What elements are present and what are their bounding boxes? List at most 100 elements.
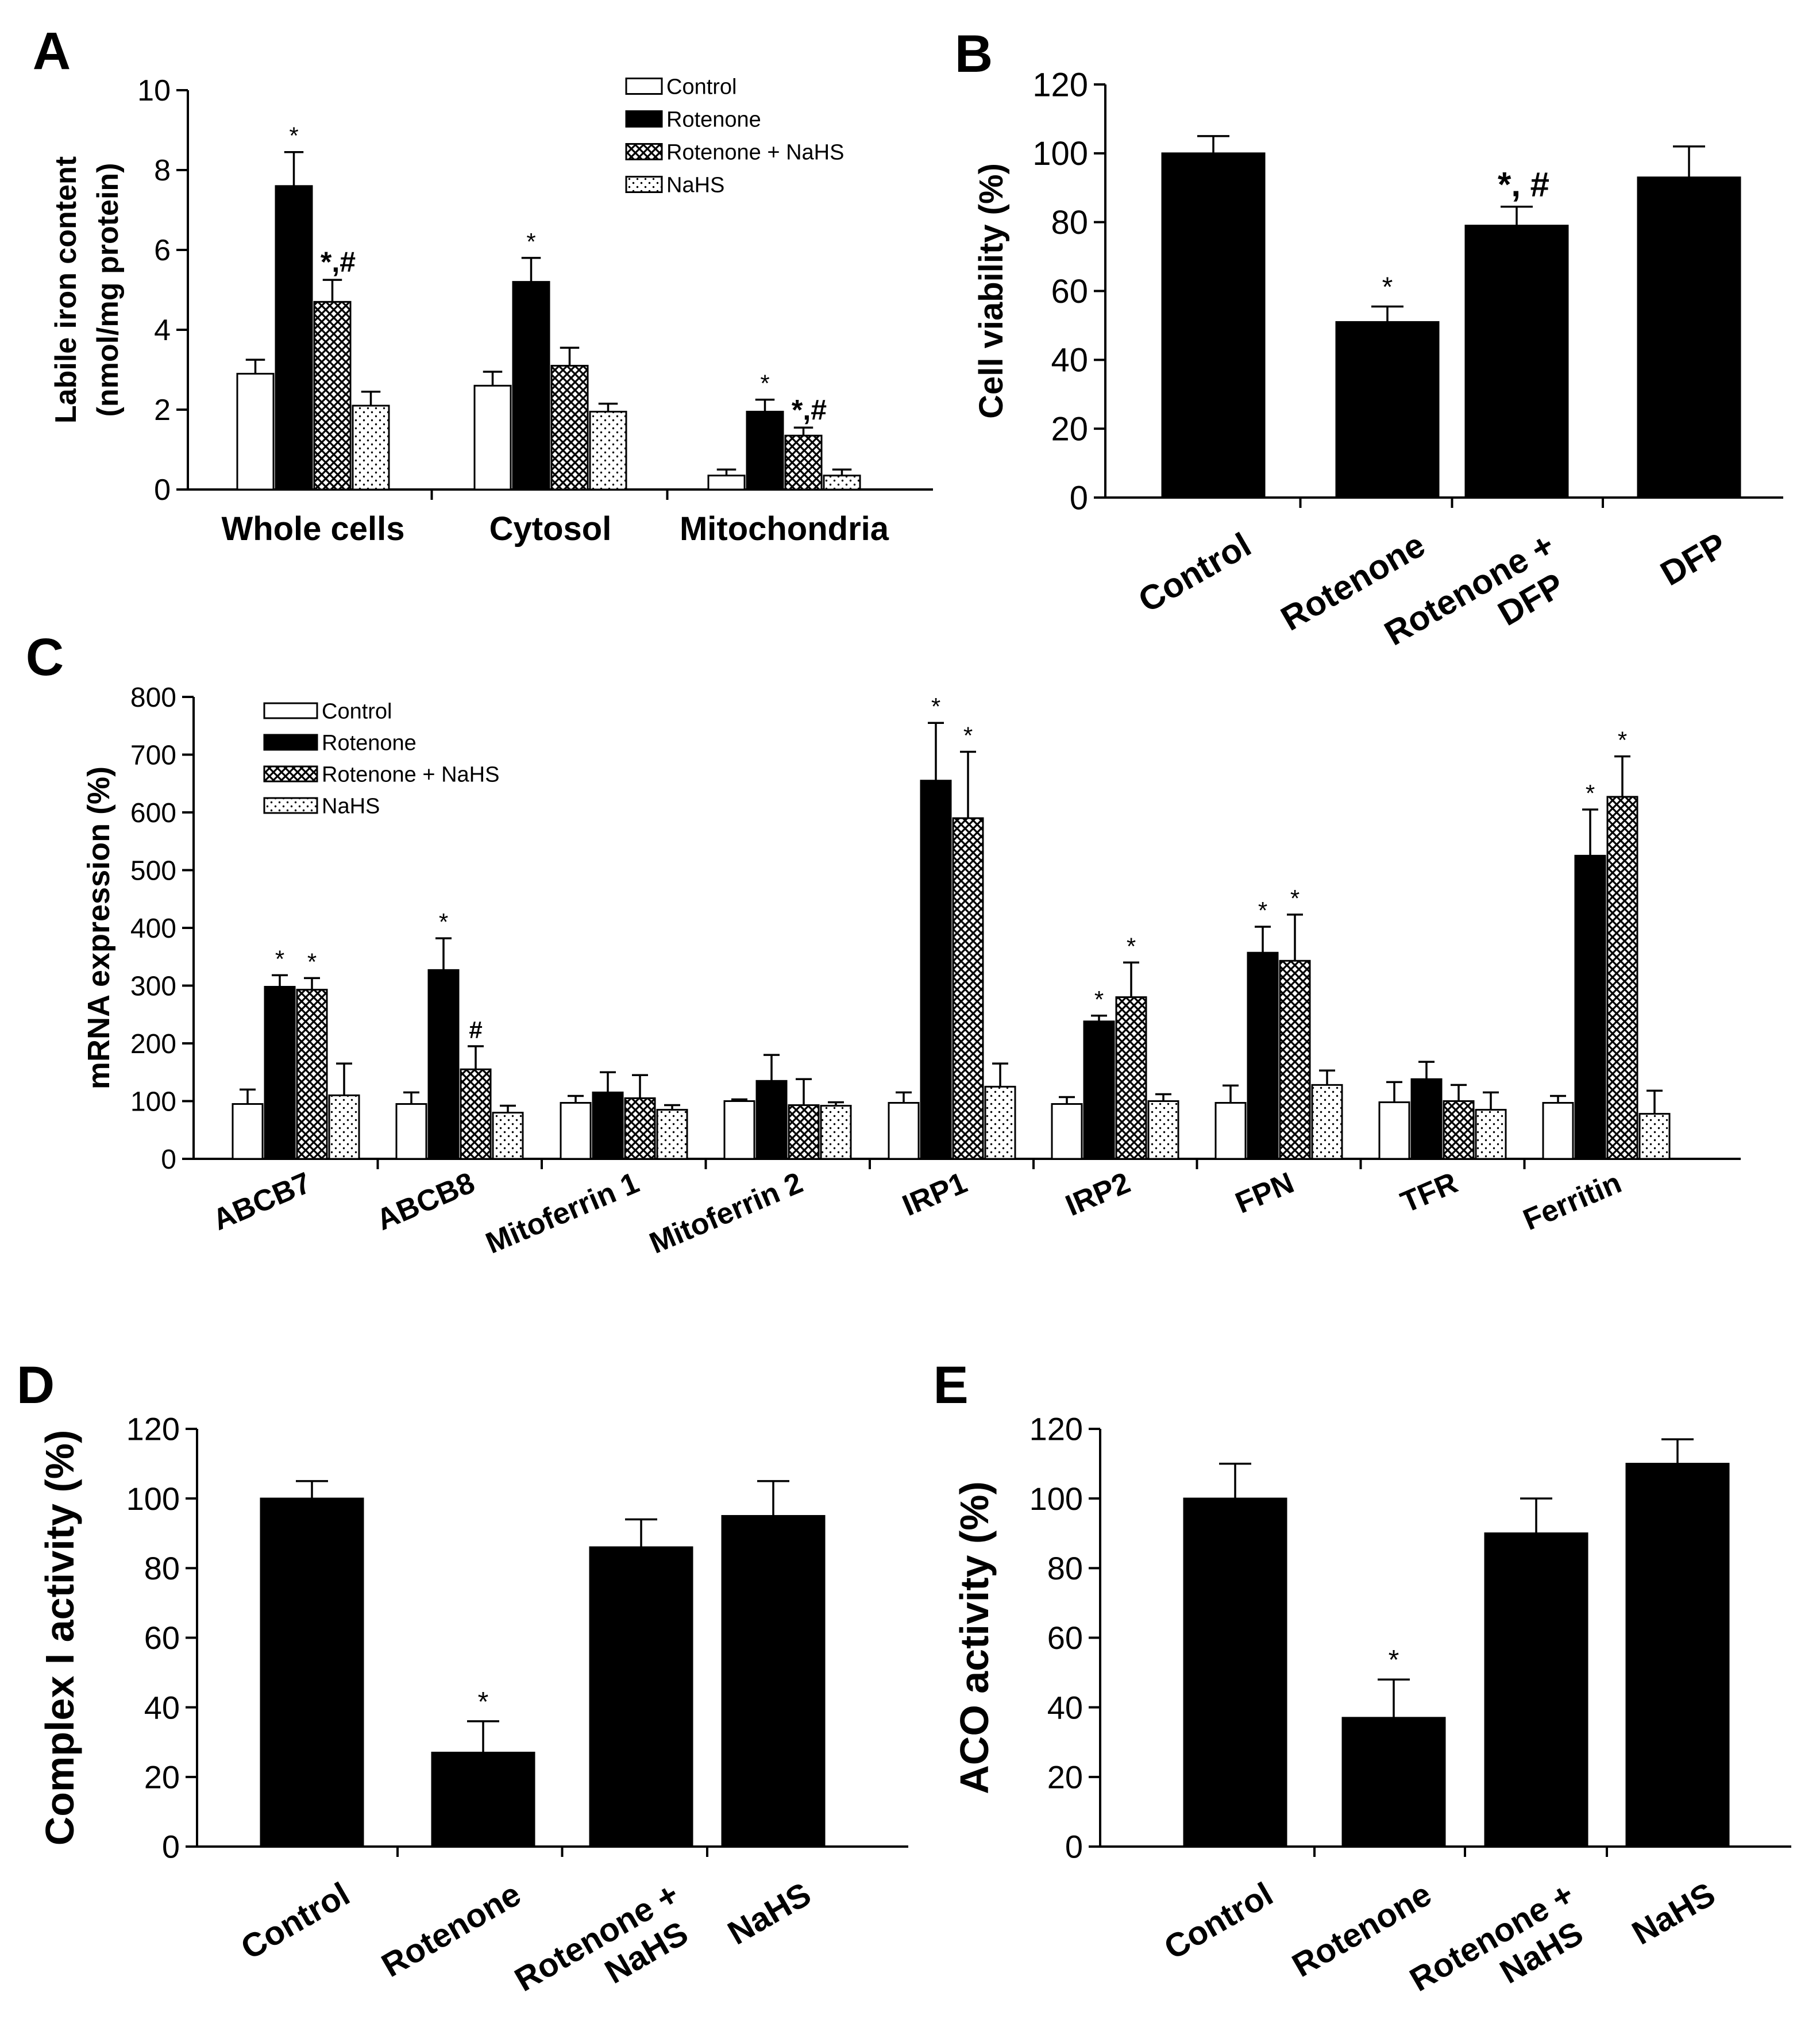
panel-A-legend-label: Rotenone + NaHS — [666, 140, 844, 164]
panel-C-x-tick-label: TFR — [1396, 1166, 1463, 1220]
panel-A-bar — [589, 410, 627, 491]
panel-E-x-tick-label: Rotenone +NaHS — [1403, 1875, 1599, 2031]
panel-C-bar — [1279, 959, 1311, 1160]
panel-C-legend-label: Control — [322, 699, 392, 723]
panel-C-bar — [1115, 996, 1147, 1160]
panel-C-bar — [1606, 796, 1638, 1160]
panel-A-bar — [275, 185, 313, 491]
panel-D-x-tick-label: Rotenone — [375, 1875, 527, 1984]
panel-C-x-tick-label: Ferritin — [1518, 1166, 1626, 1237]
panel-B-label: B — [955, 25, 993, 83]
panel-B-x-tick-label: DFP — [1654, 525, 1733, 593]
panel-C-bar — [1147, 1100, 1179, 1160]
panel-C-annotation: * — [1127, 932, 1136, 959]
panel-A-bar — [784, 434, 823, 491]
panel-C-y-tick-label: 200 — [130, 1029, 176, 1059]
panel-C-y-tick-label: 700 — [130, 740, 176, 770]
panel-B-bar — [1335, 321, 1440, 499]
panel-C-y-tick-label: 800 — [130, 683, 176, 713]
panel-A-legend-label: NaHS — [666, 173, 724, 197]
panel-C-annotation: * — [1290, 885, 1300, 912]
panel-E-y-tick-label: 120 — [1029, 1411, 1083, 1447]
panel-C-x-tick-label: FPN — [1231, 1166, 1298, 1220]
panel-A-bar — [473, 384, 512, 491]
panel-c-chart: C 0 100 200 300 400 500 600 700 800 * * * * * * * # * * * * AB… — [26, 628, 1741, 1261]
panel-C-annotation: * — [931, 693, 940, 720]
panel-C-bar — [296, 989, 328, 1160]
panel-C-legend-label: Rotenone — [322, 731, 417, 755]
panel-C-annotation: * — [1586, 780, 1595, 807]
panel-A-y-tick-label: 10 — [137, 74, 171, 107]
panel-C-legend-swatch — [263, 702, 318, 719]
panel-E-x-tick-label: Control — [1158, 1875, 1279, 1967]
panel-e-chart: E020406080100120Control*RotenoneRotenone… — [933, 1356, 1791, 2031]
panel-D-label: D — [17, 1356, 55, 1415]
panel-D-y-tick-label: 20 — [144, 1759, 180, 1795]
panel-D-y-tick-label: 60 — [144, 1620, 180, 1656]
panel-D-x-tick-label: Rotenone +NaHS — [508, 1875, 704, 2031]
panel-C-legend-swatch — [263, 734, 318, 751]
panel-C-x-tick-label: ABCB8 — [372, 1166, 480, 1237]
panel-A-annotation: * — [289, 122, 298, 149]
panel-C-bar — [1410, 1078, 1443, 1160]
panel-C-x-tick-label: ABCB7 — [208, 1166, 316, 1237]
panel-A-legend-swatch — [625, 110, 663, 128]
panel-C-bar — [560, 1102, 592, 1160]
panel-D-y-tick-label: 0 — [162, 1829, 180, 1865]
panel-C-bar — [1542, 1102, 1574, 1160]
panel-A-y-tick-label: 8 — [154, 154, 171, 187]
panel-C-annotation: * — [1258, 897, 1267, 924]
panel-D-annotation: * — [478, 1687, 489, 1717]
panel-C-bar — [1051, 1103, 1083, 1160]
panel-A-annotation: *,# — [792, 394, 827, 426]
panel-C-bar — [984, 1085, 1016, 1160]
panel-E-bar — [1625, 1463, 1730, 1848]
panel-A-label: A — [33, 22, 71, 80]
panel-C-legend-swatch — [263, 765, 318, 783]
panel-C-bar — [820, 1105, 852, 1160]
panel-A-y-axis-label: Labile iron content — [49, 156, 83, 423]
panel-C-annotation: * — [963, 722, 973, 749]
panel-E-y-tick-label: 80 — [1047, 1550, 1083, 1586]
panel-E-annotation: * — [1389, 1645, 1399, 1675]
panel-C-bar — [1378, 1101, 1410, 1160]
panel-d-chart: D 0 20 40 60 80 100 120 Control * RotenoneRotenone… — [17, 1356, 908, 2031]
panel-C-x-tick-label: IRP2 — [1061, 1166, 1135, 1223]
panel-B-x-tick-label-line: Control — [1132, 525, 1257, 620]
panel-E-bar — [1183, 1497, 1287, 1848]
panel-A-annotation: *,# — [321, 246, 356, 278]
panel-C-bar — [592, 1091, 624, 1160]
panel-E-y-axis-label: ACO activity (%) — [952, 1481, 997, 1794]
panel-C-annotation: * — [1618, 727, 1627, 754]
panel-C-x-tick-label: Mitoferrin 1 — [481, 1166, 643, 1261]
panel-C-bar — [328, 1094, 360, 1160]
panel-A-y-tick-label: 4 — [154, 314, 171, 347]
panel-C-bar — [1443, 1100, 1475, 1160]
panel-D-y-tick-label: 40 — [144, 1689, 180, 1725]
panel-C-y-tick-label: 500 — [130, 855, 176, 886]
panel-E-bar — [1341, 1717, 1446, 1848]
panel-C-bar — [1247, 951, 1279, 1160]
panel-E-x-tick-label: NaHS — [1626, 1875, 1721, 1952]
panel-B-y-tick-label: 60 — [1051, 273, 1088, 310]
panel-A-y-tick-label: 2 — [154, 394, 171, 427]
panel-D-y-tick-label: 100 — [126, 1481, 180, 1517]
panel-A-legend-label: Control — [666, 75, 737, 99]
panel-A-bar — [823, 475, 861, 491]
panel-D-bar — [260, 1497, 364, 1848]
panel-B-y-tick-label: 20 — [1051, 410, 1088, 448]
panel-A-legend-label: Rotenone — [666, 107, 761, 132]
panel-C-annotation: # — [469, 1016, 482, 1043]
panel-D-y-axis-label: Complex I activity (%) — [37, 1430, 82, 1846]
panel-A-bar — [550, 365, 589, 491]
panel-D-bar — [431, 1751, 535, 1848]
panel-A-x-tick-label: Whole cells — [221, 510, 404, 548]
panel-D-x-tick-label: NaHS — [722, 1875, 817, 1952]
panel-B-x-tick-label: Control — [1132, 525, 1257, 620]
panel-C-bar — [264, 986, 296, 1160]
panel-E-y-tick-label: 0 — [1065, 1829, 1083, 1865]
panel-C-y-tick-label: 300 — [130, 971, 176, 1001]
panel-C-y-tick-label: 400 — [130, 914, 176, 944]
panel-B-annotation: * — [1382, 272, 1393, 302]
panel-B-y-tick-label: 40 — [1051, 342, 1088, 379]
